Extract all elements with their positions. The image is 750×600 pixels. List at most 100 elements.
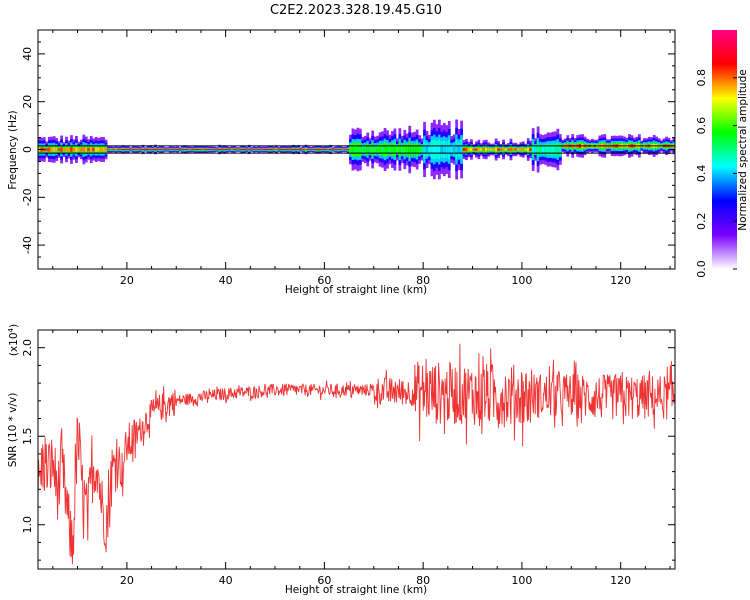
spectrogram-cell (440, 145, 444, 154)
spectrogram-cell (514, 148, 518, 151)
spectrogram-y-tick-label: 20 (21, 95, 34, 109)
figure-title: C2E2.2023.328.19.45.G10 (270, 3, 442, 18)
spectrogram-cell (526, 147, 530, 152)
colorbar-tick-label: 0.4 (695, 165, 708, 183)
spectrogram-cell (131, 148, 135, 151)
spectrogram-cell (492, 148, 496, 151)
spectrogram-cell (425, 146, 429, 153)
spectrogram-cell (129, 149, 133, 150)
spectrogram-cell (386, 146, 389, 153)
spectrogram-cell (314, 148, 318, 151)
spectrogram-cell (354, 146, 357, 153)
spectrogram-cell (173, 149, 177, 150)
spectrogram-x-tick-label: 20 (120, 274, 134, 287)
snr-x-ticks: 20 40 60 80 100 120 (52, 330, 671, 587)
spectrogram-cell (457, 146, 461, 153)
spectrogram-cell (87, 147, 91, 152)
spectrogram-cell (270, 148, 273, 151)
colorbar-tick-label: 0.0 (695, 260, 708, 278)
spectrogram-cell (316, 148, 320, 151)
spectrogram-y-tick-label: 0 (21, 146, 34, 153)
spectrogram-cell (247, 148, 251, 151)
spectrogram-cell (361, 147, 365, 152)
spectrogram-cell (479, 148, 483, 151)
spectrogram-cell (257, 148, 261, 151)
spectrogram-cell (413, 146, 417, 153)
spectrogram-cell (536, 145, 540, 154)
snr-y-tick-label: 1.0 (21, 516, 34, 534)
spectrogram-cell (267, 148, 271, 151)
spectrogram-cell (435, 145, 439, 154)
spectrogram-cell (450, 147, 454, 152)
spectrogram-cell (82, 147, 86, 152)
spectrogram-cell (163, 149, 167, 150)
spectrogram-x-ticks: 20 40 60 80 100 120 (52, 30, 671, 287)
spectrogram-cell (373, 147, 377, 152)
spectrogram-cell (109, 148, 113, 151)
spectrogram-cell (196, 148, 199, 151)
spectrogram-cell (225, 148, 229, 151)
spectrogram-y-label: Frequency (Hz) (7, 110, 19, 189)
spectrogram-cell (428, 147, 431, 152)
spectrogram-cell (289, 148, 293, 151)
spectrogram-cell (297, 148, 301, 151)
spectrogram-cell (183, 148, 187, 151)
spectrogram-cell (57, 148, 61, 151)
spectrogram-y-tick-label: -20 (21, 188, 34, 206)
snr-x-tick-label: 120 (610, 574, 631, 587)
spectrogram-cell (351, 145, 355, 154)
snr-x-tick-label: 20 (120, 574, 134, 587)
spectrogram-cell (242, 148, 246, 151)
spectrogram-cell (452, 147, 456, 152)
snr-y-tick-label: 2.0 (21, 339, 34, 357)
spectrogram-cell (460, 144, 463, 155)
spectrogram-cell (166, 149, 170, 150)
spectrogram-cell (349, 147, 352, 152)
spectrogram-cell (366, 146, 370, 153)
spectrogram-cell (524, 148, 528, 151)
spectrogram-cell (558, 146, 562, 153)
spectrogram-cell (489, 148, 493, 151)
spectrogram-cell (279, 148, 283, 151)
spectrogram-cell (294, 148, 298, 151)
spectrogram-cell (265, 149, 268, 150)
spectrogram-cell (50, 147, 54, 152)
colorbar-tick-label: 0.8 (695, 69, 708, 87)
spectrogram-y-tick-label: 40 (21, 47, 34, 61)
spectrogram-cell (65, 147, 68, 152)
spectrogram-cell (107, 148, 110, 151)
snr-x-label: Height of straight line (km) (285, 584, 427, 596)
spectrogram-cell (156, 149, 160, 150)
spectrogram-cell (89, 147, 93, 152)
spectrogram-cell (341, 149, 345, 150)
spectrogram-cell (465, 147, 468, 152)
spectrogram-cell (462, 147, 466, 152)
spectrogram-cell (144, 149, 147, 150)
snr-x-tick-label: 80 (416, 574, 430, 587)
spectrogram-cell (307, 148, 310, 151)
spectrogram-cell (516, 148, 520, 151)
snr-multiplier-close: ) (8, 324, 20, 328)
spectrogram-cell (134, 148, 138, 151)
snr-multiplier-label: (x104) (7, 324, 20, 356)
spectrogram-cell (405, 146, 409, 153)
spectrogram-cell (213, 149, 217, 150)
snr-series-line (38, 343, 675, 565)
colorbar-tick-label: 0.6 (695, 117, 708, 135)
spectrogram-cell (519, 148, 523, 151)
spectrogram-cell (104, 147, 108, 152)
spectrogram-cell (302, 148, 305, 151)
spectrogram-cell (191, 149, 194, 150)
spectrogram-cell (52, 147, 56, 152)
spectrogram-x-tick-label: 120 (610, 274, 631, 287)
colorbar-label: Normalized spectral amplitude (737, 69, 749, 230)
spectrogram-x-tick-label: 100 (511, 274, 532, 287)
spectrogram-cell (228, 149, 231, 150)
spectrogram-cell (529, 148, 533, 151)
spectrogram-cell (62, 148, 66, 151)
spectrogram-cell (447, 144, 451, 155)
spectrogram-cell (200, 148, 204, 151)
spectrogram-cell (324, 148, 328, 151)
spectrogram-x-tick-label: 80 (416, 274, 430, 287)
spectrogram-cell (203, 148, 207, 151)
